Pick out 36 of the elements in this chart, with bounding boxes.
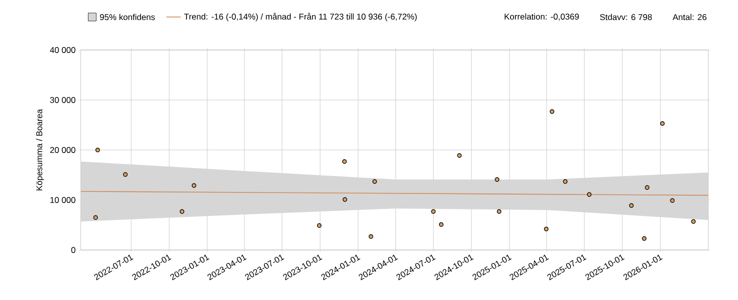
y-tick-label: 40 000: [50, 47, 76, 53]
point: [544, 226, 548, 232]
point: [642, 236, 646, 241]
point: [123, 172, 128, 177]
point: [368, 234, 374, 239]
point: [342, 197, 348, 202]
text: Antal: 26: [672, 14, 706, 20]
y-tick-label: 10 000: [50, 197, 76, 203]
point: [431, 209, 436, 214]
y-tick-label: 20 000: [50, 147, 76, 153]
point: [691, 219, 696, 224]
point: [342, 159, 347, 164]
y-tick-label: 0: [71, 247, 76, 253]
point: [95, 148, 100, 152]
legend-label: 95% konfidens: [100, 14, 155, 20]
y-axis-title: Köpesumma / Boarea: [36, 109, 44, 190]
point: [372, 179, 377, 184]
point: [670, 198, 675, 203]
point: [550, 109, 554, 114]
point: [494, 177, 500, 182]
point: [438, 222, 444, 227]
point: [586, 192, 592, 197]
point: [644, 185, 650, 190]
point: [317, 223, 322, 228]
text: Korrelation: -0,0369: [504, 13, 579, 21]
point: [563, 179, 568, 184]
y-tick-label: 30 000: [50, 97, 76, 103]
point: [496, 209, 502, 214]
point: [457, 153, 462, 158]
point: [660, 121, 665, 126]
point: [629, 203, 634, 208]
point: [180, 209, 184, 214]
text: Stdavv: 6 798: [600, 14, 652, 20]
point: [192, 183, 196, 188]
legend-label: Trend: -16 (-0,14%) / månad - Från 11 723 till 10 936 (-6,72%): [184, 12, 417, 22]
point: [93, 215, 98, 220]
